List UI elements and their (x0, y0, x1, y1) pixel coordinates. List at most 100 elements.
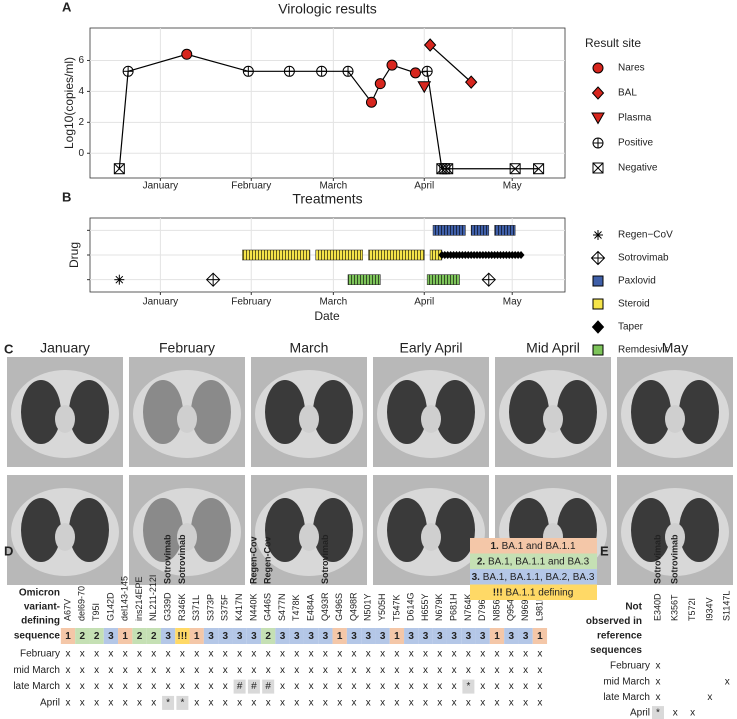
cell: x (509, 681, 514, 692)
mutation-header: S375F (220, 594, 230, 621)
cell: x (423, 649, 428, 660)
cell: x (466, 665, 471, 676)
ct-lung (631, 380, 671, 444)
legend-text: BA.1 and BA.1.1 (502, 541, 576, 552)
image-caption: January (40, 340, 90, 356)
cell: x (452, 665, 457, 676)
mutation-header: Y505H (377, 593, 387, 621)
marker-shape (533, 163, 545, 175)
row-label: late March (13, 681, 60, 692)
sequence-value: 3 (380, 631, 386, 642)
treatment-days (430, 250, 442, 260)
ct-lung (69, 498, 109, 562)
legend-text: BA.1, BA.1.1 and BA.3 (488, 556, 590, 567)
cell: x (380, 698, 385, 709)
y-axis-label: Drug (67, 242, 81, 268)
marker-shape (417, 81, 432, 94)
legend-key: 3. (472, 572, 481, 583)
cell: x (394, 649, 399, 660)
marker (592, 137, 604, 149)
cell: x (707, 692, 712, 703)
marker (386, 59, 398, 71)
mutation-header: E484A (305, 594, 315, 621)
ct-lung (69, 380, 109, 444)
mutation-header: Q954H (506, 592, 516, 621)
row-label: April (40, 698, 60, 709)
sequence-cell (346, 628, 362, 644)
cell: x (80, 649, 85, 660)
marker-shape (442, 163, 454, 175)
legend-entry: !!! BA.1.1 defining (493, 587, 574, 598)
sequence-cell (389, 628, 405, 644)
marker-stroke (592, 162, 604, 174)
legend-label: Taper (618, 322, 644, 333)
antibody-header: Regen-Cov (263, 536, 273, 584)
sequence-value: 1 (65, 631, 71, 642)
ct-lung (191, 380, 231, 444)
sequence-cell (432, 628, 447, 644)
image-caption: May (662, 340, 688, 356)
legend-text: BA.1.1 defining (505, 587, 573, 598)
marker-stroke (533, 163, 544, 175)
sequence-value: 3 (308, 631, 314, 642)
marker-shape (113, 163, 125, 175)
treatment-days (368, 250, 425, 260)
legend-label: Sotrovimab (618, 253, 669, 264)
cell-highlight (462, 679, 475, 694)
ct-heart (665, 523, 685, 551)
marker (374, 78, 386, 90)
cell: * (466, 681, 470, 692)
sequence-value: 3 (466, 631, 472, 642)
y-tick-label: 6 (78, 55, 84, 66)
cell: x (294, 665, 299, 676)
cell: x (251, 698, 256, 709)
ct-heart (665, 405, 685, 433)
row-header: defining (21, 616, 60, 627)
sequence-value: 2 (80, 631, 86, 642)
sequence-cell (218, 628, 233, 644)
marker (342, 65, 354, 77)
ct-lung (265, 498, 305, 562)
row-header: Not (625, 602, 642, 613)
treatment-days (348, 274, 381, 285)
ct-lung (387, 498, 427, 562)
marker-stroke (594, 231, 602, 239)
ct-heart (299, 405, 319, 433)
x-tick-label: March (319, 181, 347, 192)
sequence-value: 3 (480, 631, 486, 642)
image-caption: February (159, 340, 215, 356)
cell: x (266, 665, 271, 676)
mutation-header: N969K (520, 593, 530, 621)
mutation-header: G446S (263, 593, 273, 621)
sequence-value: 3 (208, 631, 214, 642)
cell: x (466, 698, 471, 709)
antibody-header: Sotrovimab (670, 534, 680, 584)
sequence-cell (146, 628, 161, 644)
row-header: sequences (590, 645, 642, 656)
ct-image (129, 357, 245, 467)
cell: x (394, 698, 399, 709)
ct-image (495, 357, 611, 467)
mutation-header: S1147L (722, 591, 732, 621)
mutation-header: T572I (687, 598, 697, 621)
legend-label: Negative (618, 163, 658, 174)
legend-entry: 1. BA.1 and BA.1.1 (490, 541, 576, 552)
cell: x (194, 681, 199, 692)
cell-highlight (652, 706, 664, 719)
cell: x (437, 681, 442, 692)
sequence-cell (518, 628, 533, 644)
cell: x (323, 681, 328, 692)
cell: x (166, 681, 171, 692)
cell: x (309, 698, 314, 709)
cell: x (380, 665, 385, 676)
treatment-bar (426, 274, 460, 285)
mutation-header: T547K (391, 594, 401, 621)
ct-heart (177, 523, 197, 551)
sequence-value: 3 (280, 631, 286, 642)
marker-shape (409, 67, 421, 79)
marker-shape (365, 96, 377, 108)
sequence-cell (289, 628, 304, 644)
sequence-cell (318, 628, 333, 644)
sequence-cell (275, 628, 290, 644)
cell: x (66, 698, 71, 709)
